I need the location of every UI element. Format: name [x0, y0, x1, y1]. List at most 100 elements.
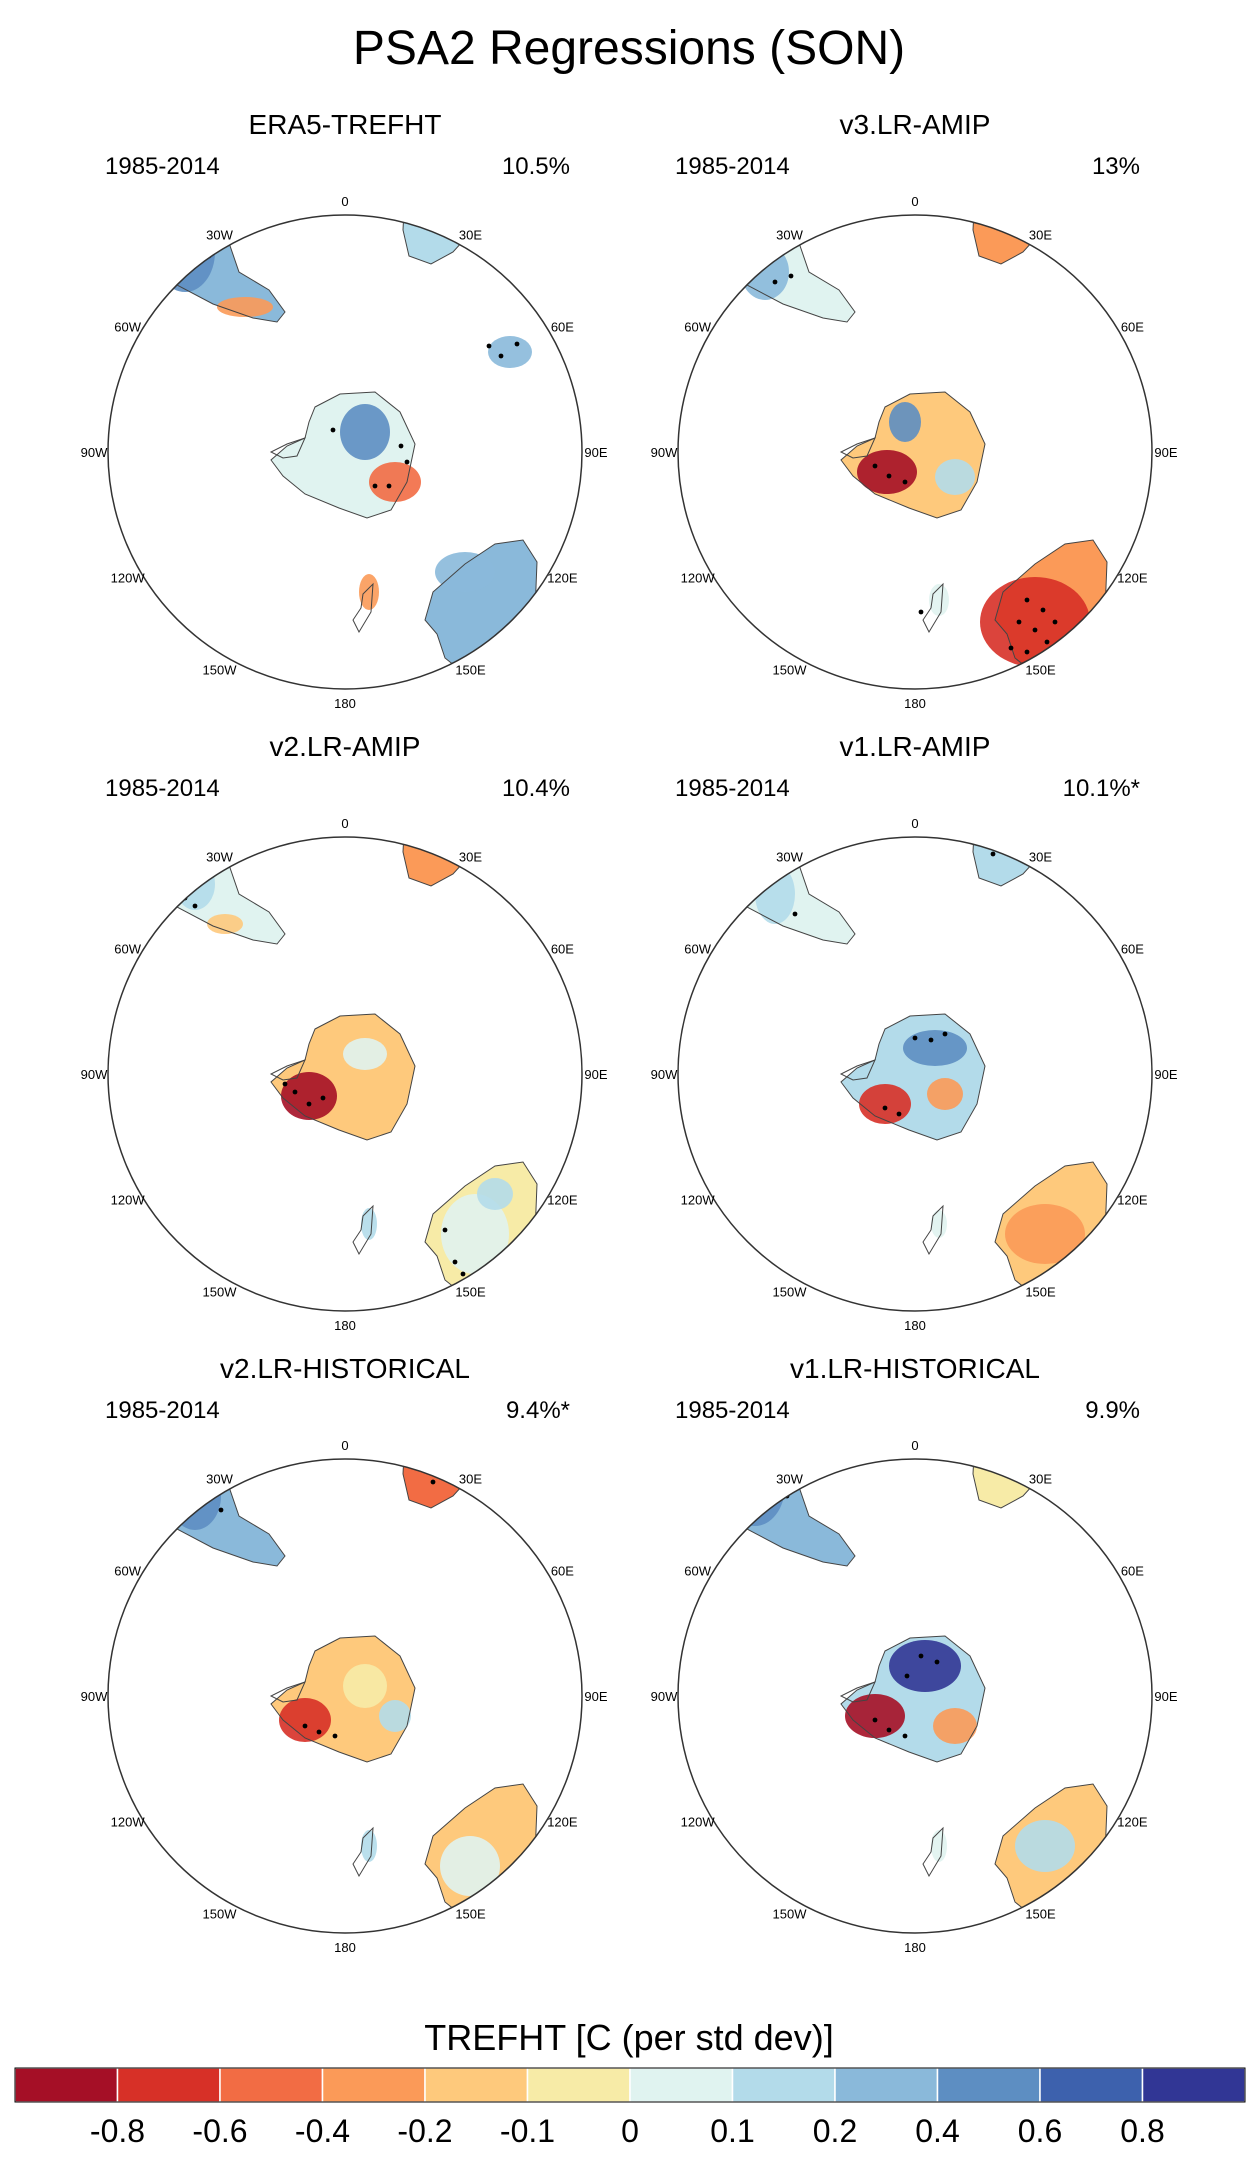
- significance-dot: [442, 1227, 448, 1233]
- colorbar-tick-label: 0: [621, 2113, 639, 2149]
- longitude-label: 120E: [1117, 1815, 1148, 1830]
- longitude-label: 120E: [547, 1193, 578, 1208]
- longitude-label: 150W: [773, 662, 808, 677]
- longitude-label: 150E: [1025, 1906, 1056, 1921]
- panel-period: 1985-2014: [675, 153, 790, 180]
- significance-dot: [762, 1503, 768, 1509]
- significance-dot: [218, 1507, 224, 1513]
- colorbar-tick-label: 0.4: [915, 2113, 959, 2149]
- significance-dot: [1020, 217, 1026, 223]
- panel-title: v2.LR-AMIP: [270, 731, 421, 762]
- significance-dot: [772, 279, 778, 285]
- longitude-label: 120W: [681, 1815, 716, 1830]
- colorbar-swatch: [116, 2067, 221, 2103]
- longitude-label: 60W: [114, 320, 141, 335]
- significance-dot: [320, 1095, 326, 1101]
- significance-dot: [514, 341, 520, 347]
- longitude-label: 60E: [551, 942, 574, 957]
- longitude-label: 90E: [1154, 1067, 1177, 1082]
- significance-dot: [498, 353, 504, 359]
- panel-variance: 10.4%: [502, 775, 570, 802]
- colorbar-swatch: [731, 2067, 836, 2103]
- colorbar-tick-label: -0.8: [90, 2113, 145, 2149]
- significance-dot: [192, 903, 198, 909]
- significance-dot: [186, 233, 192, 239]
- longitude-label: 90W: [651, 445, 678, 460]
- significance-dot: [902, 479, 908, 485]
- longitude-label: 30W: [206, 1472, 233, 1487]
- longitude-label: 30E: [1029, 228, 1052, 243]
- longitude-label: 150W: [203, 1284, 238, 1299]
- significance-dot: [446, 837, 452, 841]
- map-boundary: [107, 1458, 583, 1934]
- map-boundary: [677, 214, 1153, 690]
- significance-dot: [386, 483, 392, 489]
- significance-dot: [192, 1477, 198, 1483]
- colorbar-swatch: [834, 2067, 939, 2103]
- significance-dot: [752, 1483, 758, 1489]
- significance-dot: [330, 427, 336, 433]
- map-field: [108, 1459, 582, 1933]
- colorbar-tick-label: -0.4: [295, 2113, 350, 2149]
- significance-dot: [1031, 206, 1036, 211]
- significance-dot: [918, 1653, 924, 1659]
- longitude-label: 0: [911, 194, 918, 209]
- map-panel: v3.LR-AMIP 1985-2014 13% 0 30E 60E 90E 120E 150E…: [651, 109, 1178, 711]
- longitude-label: 150W: [773, 1284, 808, 1299]
- panel-title: v1.LR-HISTORICAL: [790, 1353, 1040, 1384]
- longitude-label: 30E: [459, 1472, 482, 1487]
- significance-dot: [202, 1493, 208, 1499]
- colorbar-tick-label: -0.6: [192, 2113, 247, 2149]
- longitude-label: 60E: [1121, 320, 1144, 335]
- longitude-label: 180: [334, 1318, 356, 1333]
- longitude-label: 180: [334, 1940, 356, 1955]
- panel-variance: 9.4%*: [506, 1397, 570, 1424]
- colorbar-tick-label: 0.8: [1120, 2113, 1164, 2149]
- longitude-label: 0: [341, 194, 348, 209]
- longitude-label: 90W: [651, 1067, 678, 1082]
- longitude-label: 150W: [203, 662, 238, 677]
- significance-dot: [1024, 649, 1030, 655]
- longitude-label: 120W: [681, 1193, 716, 1208]
- map-boundary: [677, 836, 1153, 1312]
- map-panel: v1.LR-AMIP 1985-2014 10.1%* 0 30E 60E 90E 120E 1…: [651, 731, 1178, 1333]
- significance-dot: [172, 239, 178, 245]
- longitude-label: 150E: [455, 1906, 486, 1921]
- longitude-label: 60W: [114, 942, 141, 957]
- significance-dot: [872, 1717, 878, 1723]
- significance-dot: [1052, 619, 1058, 625]
- significance-dot: [430, 1479, 436, 1485]
- map-field: [678, 1459, 1152, 1933]
- significance-dot: [438, 1467, 444, 1473]
- colorbar-swatch: [424, 2067, 529, 2103]
- colorbar-swatch: [1039, 2067, 1144, 2103]
- map-field: [108, 837, 582, 1311]
- longitude-label: 60W: [684, 320, 711, 335]
- longitude-label: 30E: [1029, 850, 1052, 865]
- panel-period: 1985-2014: [105, 775, 220, 802]
- longitude-label: 120W: [111, 1815, 146, 1830]
- significance-dot: [886, 1727, 892, 1733]
- panel-variance: 10.5%: [502, 153, 570, 180]
- significance-dot: [302, 1723, 308, 1729]
- map-field: [678, 837, 1152, 1311]
- longitude-label: 150E: [1025, 1284, 1056, 1299]
- significance-dot: [872, 463, 878, 469]
- colorbar-tick-label: 0.2: [813, 2113, 857, 2149]
- significance-dot: [896, 1111, 902, 1117]
- significance-dot: [438, 847, 444, 853]
- significance-dot: [886, 473, 892, 479]
- longitude-label: 90E: [584, 1689, 607, 1704]
- map-boundary: [677, 1458, 1153, 1934]
- significance-dot: [1040, 607, 1046, 613]
- longitude-label: 150E: [455, 1284, 486, 1299]
- colorbar-tick-label: 0.1: [710, 2113, 754, 2149]
- colorbar-swatch: [936, 2067, 1041, 2103]
- longitude-label: 30W: [206, 228, 233, 243]
- longitude-label: 90E: [1154, 1689, 1177, 1704]
- longitude-label: 150W: [773, 1906, 808, 1921]
- longitude-label: 30E: [459, 228, 482, 243]
- colorbar-swatch: [1141, 2067, 1246, 2103]
